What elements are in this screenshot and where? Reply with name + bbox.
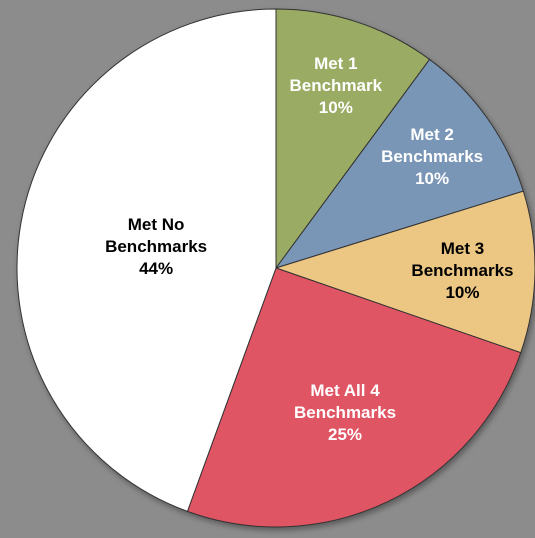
pie xyxy=(16,8,535,528)
category-label: Met 3 Benchmarks xyxy=(411,238,514,280)
label-box: Met No Benchmarks 44% xyxy=(86,207,226,287)
label-box: Met 2 Benchmarks 10% xyxy=(362,117,502,197)
category-label: Met 2 Benchmarks xyxy=(381,124,484,166)
value-label: 44% xyxy=(139,258,174,278)
label-box: Met 3 Benchmarks 10% xyxy=(392,231,532,311)
category-label: Met No Benchmarks xyxy=(105,214,208,256)
pie-slice xyxy=(275,8,431,270)
pie-slice xyxy=(16,8,277,513)
value-label: 10% xyxy=(445,282,480,302)
category-label: Met All 4 Benchmarks xyxy=(293,380,397,422)
category-label: Met 1 Benchmark xyxy=(289,53,383,95)
pie-slice xyxy=(274,58,524,269)
value-label: 10% xyxy=(318,97,353,117)
value-label: 10% xyxy=(415,168,450,188)
label-box: Met All 4 Benchmarks 25% xyxy=(275,373,415,453)
pie-slice xyxy=(186,267,522,528)
value-label: 25% xyxy=(328,424,363,444)
label-box: Met 1 Benchmark 10% xyxy=(266,46,406,126)
